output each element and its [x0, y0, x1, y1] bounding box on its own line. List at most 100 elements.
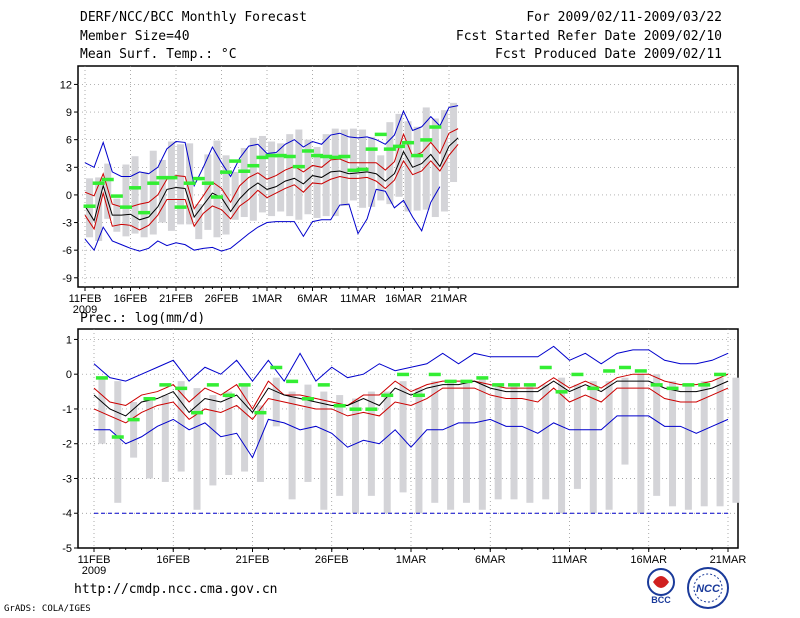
temp-observed-mark — [256, 155, 269, 160]
prec-observed-mark — [650, 383, 663, 387]
prec-observed-mark — [698, 383, 711, 387]
temp-ensemble-box — [204, 154, 212, 230]
temp-ensemble-box — [258, 135, 266, 213]
prec-observed-mark — [666, 386, 679, 391]
temp-observed-mark — [156, 175, 169, 180]
temp-ensemble-box — [404, 121, 412, 212]
prec-observed-mark — [397, 372, 410, 377]
temp-ensemble-box — [158, 159, 166, 223]
prec-x-tick-label: 16MAR — [630, 554, 667, 566]
prec-observed-mark — [603, 369, 616, 373]
prec-ensemble-box — [272, 377, 280, 427]
temp-observed-mark — [83, 204, 96, 208]
prec-observed-mark — [508, 383, 521, 387]
temp-observed-mark — [129, 186, 142, 190]
temp-observed-mark — [429, 125, 442, 129]
prec-ensemble-box — [494, 384, 502, 500]
temp-ensemble-box — [340, 129, 348, 206]
temp-ensemble-box — [368, 136, 376, 207]
prec-ensemble-box — [304, 384, 312, 482]
prec-observed-mark — [714, 372, 727, 377]
temp-ensemble-box — [304, 139, 312, 215]
temp-ensemble-box — [395, 113, 403, 197]
prec-ensemble-box — [177, 381, 185, 472]
prec-ensemble-box — [637, 374, 645, 514]
prec-observed-mark — [254, 410, 267, 415]
prec-observed-mark — [143, 397, 156, 401]
temp-x-tick-label: 21MAR — [431, 293, 468, 305]
prec-observed-mark — [539, 365, 552, 370]
prec-panel-title: Prec.: log(mm/d) — [80, 311, 205, 326]
prec-ensemble-box — [161, 395, 169, 482]
temp-observed-mark — [365, 147, 378, 151]
temp-x-tick-label: 11FEB — [69, 293, 102, 305]
temp-y-tick-label: 12 — [60, 79, 72, 91]
temp-observed-mark — [183, 181, 196, 185]
prec-ensemble-box — [542, 384, 550, 500]
temp-x-tick-label: 11MAR — [340, 293, 376, 305]
forecast-title: DERF/NCC/BCC Monthly Forecast — [80, 10, 307, 25]
temp-observed-mark — [402, 140, 415, 145]
temp-y-tick-label: -3 — [62, 218, 72, 230]
prec-observed-mark — [365, 407, 378, 411]
prec-observed-mark — [412, 393, 425, 398]
temp-observed-mark — [229, 159, 242, 163]
temp-ensemble-box — [231, 171, 239, 220]
temp-observed-mark — [265, 153, 278, 158]
temp-y-tick-label: 9 — [66, 107, 72, 119]
prec-observed-mark — [682, 383, 695, 387]
temp-observed-mark — [274, 153, 287, 158]
prec-ensemble-box — [367, 391, 375, 496]
temp-ensemble-box — [313, 147, 321, 218]
temp-observed-mark — [356, 167, 369, 172]
prec-ensemble-box — [130, 402, 138, 458]
temp-ensemble-box — [331, 128, 339, 217]
prec-x-tick-label: 26FEB — [315, 554, 349, 566]
temp-x-tick-label: 1MAR — [252, 293, 283, 305]
temp-observed-mark — [411, 153, 424, 158]
prec-observed-mark — [634, 369, 647, 373]
prec-observed-mark — [238, 383, 251, 387]
prec-y-tick-label: -4 — [62, 508, 72, 520]
prec-ensemble-box — [98, 377, 106, 444]
temp-observed-mark — [165, 175, 178, 180]
prec-ensemble-box — [336, 395, 344, 496]
member-size: Member Size=40 — [80, 29, 190, 44]
temp-ensemble-box — [286, 134, 294, 217]
prec-y-tick-label: -1 — [62, 404, 72, 416]
temp-ensemble-box — [277, 143, 285, 212]
prec-observed-mark — [555, 390, 568, 394]
temp-upper-line — [84, 128, 459, 210]
temp-x-tick-label: 16MAR — [385, 293, 422, 305]
prec-ensemble-box — [462, 381, 470, 503]
temp-ensemble-box — [213, 140, 221, 238]
temp-ensemble-box — [249, 137, 257, 221]
prec-ensemble-box — [288, 391, 296, 500]
variable-label: Mean Surf. Temp.: °C — [80, 47, 237, 62]
footer-url[interactable]: http://cmdp.ncc.cma.gov.cn — [74, 582, 278, 597]
temp-observed-mark — [174, 205, 187, 209]
prec-upper-line — [93, 373, 729, 410]
prec-observed-mark — [175, 386, 188, 391]
temp-observed-mark — [311, 153, 324, 158]
prec-observed-mark — [381, 393, 394, 398]
prec-ensemble-box — [415, 388, 423, 514]
temp-min-line — [84, 186, 441, 252]
prec-observed-mark — [460, 379, 473, 384]
temp-ensemble-box — [131, 156, 139, 234]
temp-ensemble-box — [268, 141, 276, 217]
prec-ensemble-box — [320, 391, 328, 510]
temp-ensemble-box — [431, 118, 439, 218]
temp-observed-mark — [392, 144, 405, 149]
prec-x-tick-label: 1MAR — [396, 554, 427, 566]
temp-observed-mark — [374, 132, 387, 137]
temp-max-line — [84, 105, 459, 188]
temp-ensemble-box — [386, 122, 394, 205]
prec-ensemble-box — [241, 384, 249, 472]
prec-observed-mark — [587, 386, 600, 391]
prec-y-tick-label: 0 — [66, 369, 72, 381]
prec-observed-mark — [317, 383, 330, 387]
ncc-logo-text: NCC — [696, 583, 721, 595]
prec-ensemble-box — [716, 377, 724, 507]
